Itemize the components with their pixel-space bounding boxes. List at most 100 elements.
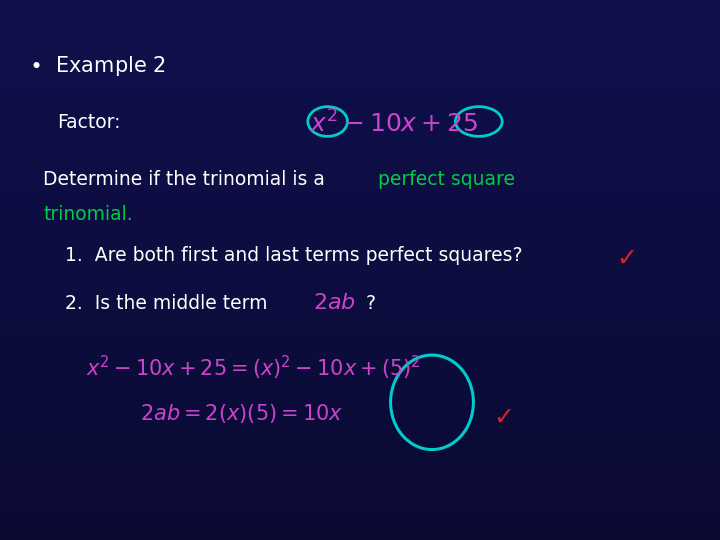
Text: $x^2-10x+25$: $x^2-10x+25$ [310, 111, 477, 138]
Bar [0, 400, 720, 405]
Bar [0, 146, 720, 151]
Bar [0, 513, 720, 518]
Bar [0, 394, 720, 400]
Bar [0, 54, 720, 59]
Bar [0, 340, 720, 346]
Bar [0, 459, 720, 464]
Bar [0, 464, 720, 470]
Bar [0, 86, 720, 92]
Bar [0, 335, 720, 340]
Bar [0, 65, 720, 70]
Bar [0, 16, 720, 22]
Bar [0, 383, 720, 389]
Bar [0, 286, 720, 292]
Bar [0, 27, 720, 32]
Text: 1.  Are both first and last terms perfect squares?: 1. Are both first and last terms perfect… [65, 246, 522, 265]
Bar [0, 243, 720, 248]
Bar [0, 103, 720, 108]
Bar [0, 265, 720, 270]
Bar [0, 113, 720, 119]
Bar [0, 167, 720, 173]
Bar [0, 151, 720, 157]
Bar [0, 416, 720, 421]
Bar [0, 221, 720, 227]
Text: Determine if the trinomial is a: Determine if the trinomial is a [43, 170, 331, 189]
Bar [0, 524, 720, 529]
Bar [0, 486, 720, 491]
Bar [0, 313, 720, 319]
Bar [0, 135, 720, 140]
Bar [0, 535, 720, 540]
Bar [0, 518, 720, 524]
Bar [0, 351, 720, 356]
Bar [0, 189, 720, 194]
Text: $\checkmark$: $\checkmark$ [616, 246, 634, 269]
Text: perfect square: perfect square [378, 170, 515, 189]
Bar [0, 38, 720, 43]
Bar [0, 437, 720, 443]
Text: trinomial.: trinomial. [43, 205, 132, 224]
Bar [0, 216, 720, 221]
Bar [0, 184, 720, 189]
Bar [0, 211, 720, 216]
Bar [0, 227, 720, 232]
Text: $\bullet$  Example 2: $\bullet$ Example 2 [29, 54, 166, 78]
Bar [0, 200, 720, 205]
Bar [0, 205, 720, 211]
Bar [0, 11, 720, 16]
Bar [0, 275, 720, 281]
Bar [0, 281, 720, 286]
Bar [0, 497, 720, 502]
Bar [0, 97, 720, 103]
Bar [0, 356, 720, 362]
Bar [0, 389, 720, 394]
Bar [0, 43, 720, 49]
Bar [0, 119, 720, 124]
Bar [0, 346, 720, 351]
Bar [0, 157, 720, 162]
Bar [0, 270, 720, 275]
Bar [0, 443, 720, 448]
Bar [0, 108, 720, 113]
Bar [0, 92, 720, 97]
Text: Factor:: Factor: [58, 113, 121, 132]
Bar [0, 248, 720, 254]
Bar [0, 324, 720, 329]
Bar [0, 362, 720, 367]
Bar [0, 292, 720, 297]
Text: $x^2-10x+25=(x)^2-10x+(5)^2$: $x^2-10x+25=(x)^2-10x+(5)^2$ [86, 354, 421, 382]
Bar [0, 302, 720, 308]
Bar [0, 259, 720, 265]
Bar [0, 475, 720, 481]
Bar [0, 297, 720, 302]
Bar [0, 508, 720, 513]
Bar [0, 432, 720, 437]
Text: $2ab=2(x)(5)=10x$: $2ab=2(x)(5)=10x$ [140, 402, 343, 426]
Bar [0, 22, 720, 27]
Bar [0, 529, 720, 535]
Bar [0, 76, 720, 81]
Bar [0, 194, 720, 200]
Bar [0, 410, 720, 416]
Bar [0, 173, 720, 178]
Bar [0, 254, 720, 259]
Bar [0, 405, 720, 410]
Bar [0, 502, 720, 508]
Bar [0, 81, 720, 86]
Bar [0, 32, 720, 38]
Bar [0, 130, 720, 135]
Bar [0, 232, 720, 238]
Bar [0, 470, 720, 475]
Bar [0, 70, 720, 76]
Bar [0, 427, 720, 432]
Bar [0, 124, 720, 130]
Text: $2ab$: $2ab$ [313, 293, 356, 313]
Bar [0, 140, 720, 146]
Bar [0, 454, 720, 459]
Text: $\checkmark$: $\checkmark$ [493, 405, 512, 429]
Bar [0, 49, 720, 54]
Bar [0, 448, 720, 454]
Bar [0, 178, 720, 184]
Bar [0, 238, 720, 243]
Bar [0, 319, 720, 324]
